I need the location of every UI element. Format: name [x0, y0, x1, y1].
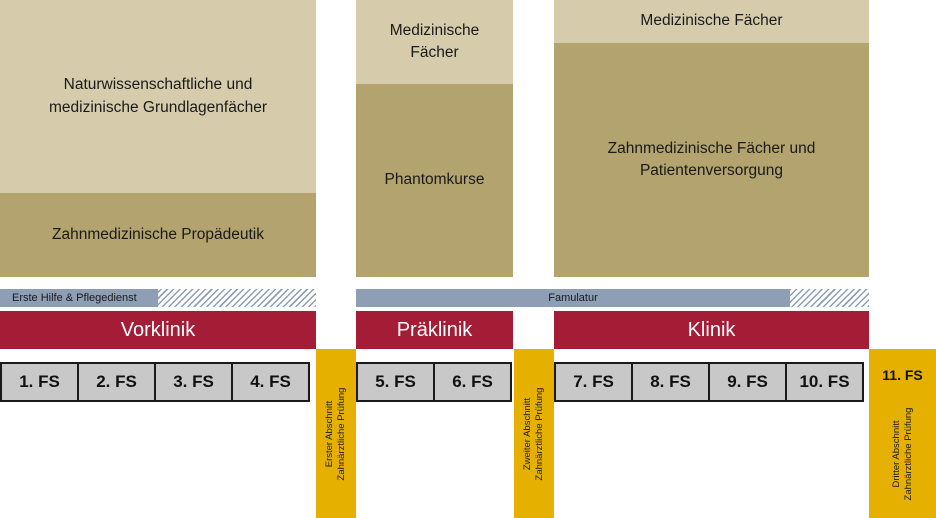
semester-11: 11. FS	[882, 367, 923, 383]
patientenversorgung-block: Zahnmedizinische Fächer und Patientenver…	[554, 43, 869, 277]
semester-10: 10. FS	[785, 362, 864, 402]
exam-second-line1: Zweiter Abschnitt	[522, 397, 534, 470]
erste-hilfe-hatch	[158, 289, 316, 307]
exam-first: Erster Abschnitt Zahnärztliche Prüfung	[316, 349, 356, 518]
famulatur-label: Famulatur	[548, 292, 598, 304]
famulatur-bar: Famulatur	[356, 289, 790, 307]
exam-first-line1: Erster Abschnitt	[324, 400, 336, 467]
praeklinik-subjects-text: Medizinische Fächer	[390, 20, 480, 65]
exam-first-line2: Zahnärztliche Prüfung	[336, 387, 347, 480]
vorklinik-subjects-block: Naturwissenschaftliche und medizinische …	[0, 0, 316, 193]
vorklinik-subjects-line1: Naturwissenschaftliche und	[63, 76, 253, 94]
semester-4: 4. FS	[231, 362, 310, 402]
patientenversorgung-text: Zahnmedizinische Fächer und Patientenver…	[608, 138, 816, 183]
propaedeutik-label: Zahnmedizinische Propädeutik	[52, 225, 264, 243]
erste-hilfe-bar: Erste Hilfe & Pflegedienst	[0, 289, 158, 307]
phantomkurse-block: Phantomkurse	[356, 84, 513, 277]
phase-klinik: Klinik	[554, 311, 869, 349]
semester-7: 7. FS	[554, 362, 633, 402]
phase-praeklinik: Präklinik	[356, 311, 513, 349]
exam-third-line2: Zahnärztliche Prüfung	[902, 407, 914, 501]
semester-8: 8. FS	[631, 362, 710, 402]
phase-klinik-label: Klinik	[687, 318, 736, 341]
semester-6: 6. FS	[433, 362, 512, 402]
klinik-subjects-label: Medizinische Fächer	[640, 12, 783, 30]
exam-second: Zweiter Abschnitt Zahnärztliche Prüfung	[514, 349, 554, 518]
exam-third-line1: Dritter Abschnitt	[890, 420, 902, 488]
propaedeutik-block: Zahnmedizinische Propädeutik	[0, 193, 316, 277]
phase-praeklinik-label: Präklinik	[396, 318, 473, 341]
exam-second-line2: Zahnärztliche Prüfung	[534, 387, 545, 480]
exam-first-text: Erster Abschnitt Zahnärztliche Prüfung	[324, 387, 348, 480]
semester-9: 9. FS	[708, 362, 787, 402]
semester-3: 3. FS	[154, 362, 233, 402]
klinik-subjects-block: Medizinische Fächer	[554, 0, 869, 43]
exam-second-text: Zweiter Abschnitt Zahnärztliche Prüfung	[522, 387, 546, 480]
semester-row-praeklinik: 5. FS 6. FS	[356, 362, 512, 402]
praeklinik-subjects-line2: Fächer	[410, 44, 459, 61]
vorklinik-subjects-text: Naturwissenschaftliche und medizinische …	[49, 74, 267, 119]
phantomkurse-label: Phantomkurse	[384, 171, 485, 189]
praeklinik-subjects-line1: Medizinische	[389, 21, 480, 39]
famulatur-hatch	[790, 289, 869, 307]
semester-2: 2. FS	[77, 362, 156, 402]
vorklinik-subjects-line2: medizinische Grundlagenfächer	[49, 98, 267, 116]
praeklinik-subjects-block: Medizinische Fächer	[356, 0, 513, 84]
semester-row-klinik: 7. FS 8. FS 9. FS 10. FS	[554, 362, 864, 402]
erste-hilfe-label: Erste Hilfe & Pflegedienst	[12, 292, 137, 304]
phase-vorklinik: Vorklinik	[0, 311, 316, 349]
semester-1: 1. FS	[0, 362, 79, 402]
exam-third: 11. FS Dritter Abschnitt Zahnärztliche P…	[869, 349, 936, 518]
phase-vorklinik-label: Vorklinik	[120, 318, 196, 341]
semester-5: 5. FS	[356, 362, 435, 402]
patientenversorgung-line1: Zahnmedizinische Fächer und	[607, 139, 816, 157]
semester-row-vorklinik: 1. FS 2. FS 3. FS 4. FS	[0, 362, 310, 402]
patientenversorgung-line2: Patientenversorgung	[639, 162, 784, 179]
exam-third-text: Dritter Abschnitt Zahnärztliche Prüfung	[891, 407, 915, 500]
